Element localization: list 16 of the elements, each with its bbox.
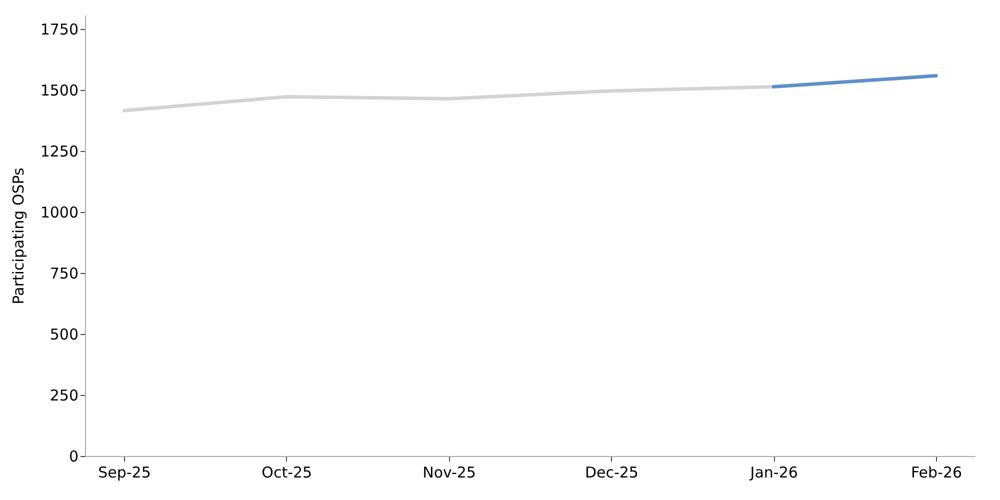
line-series: [122, 85, 776, 112]
x-tick-label: Oct-25: [262, 464, 312, 482]
y-tick-label: 0: [68, 448, 78, 466]
y-tick-label: 750: [50, 264, 78, 282]
x-tick-label: Nov-25: [422, 464, 476, 482]
y-tick-label: 1250: [40, 142, 78, 160]
x-tick-label: Dec-25: [584, 464, 638, 482]
y-tick-label: 250: [50, 386, 78, 404]
y-tick-label: 1500: [40, 81, 78, 100]
x-tick-label: Sep-25: [98, 464, 151, 482]
y-axis-title: Participating OSPs: [9, 167, 28, 304]
y-tick-label: 1000: [40, 203, 78, 222]
y-tick-label: 500: [50, 325, 78, 344]
x-tick-label: Feb-26: [910, 464, 962, 482]
y-tick-label: 1750: [40, 20, 78, 38]
x-tick-label: Jan-26: [749, 464, 798, 482]
